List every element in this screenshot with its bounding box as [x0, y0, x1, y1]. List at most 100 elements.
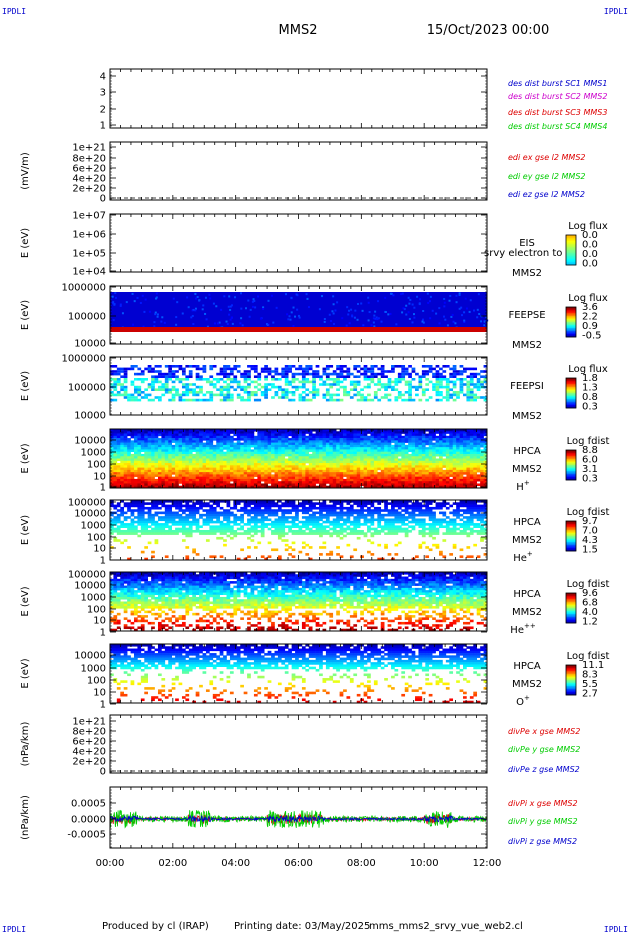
spectrogram-pixel — [120, 467, 125, 471]
spectrogram-pixel — [161, 438, 166, 441]
spectrogram-pixel — [411, 385, 416, 389]
spectrogram-pixel — [175, 370, 179, 373]
spectrogram-pixel — [202, 451, 207, 455]
spectrogram-pixel — [476, 474, 481, 477]
spectrogram-pixel — [325, 393, 330, 397]
spectrogram-pixel — [353, 442, 358, 446]
spectrogram-pixel — [439, 442, 443, 446]
spectrogram-pixel — [367, 431, 371, 434]
spectrogram-pixel — [147, 463, 152, 466]
spectrogram-pixel — [308, 447, 313, 450]
spectrogram-pixel — [473, 429, 478, 432]
spectrogram-pixel — [295, 467, 299, 471]
spectrogram-pixel — [469, 398, 474, 402]
spectrogram-pixel — [199, 460, 203, 464]
spectrogram-pixel — [202, 435, 207, 439]
spectrogram-pixel — [360, 458, 364, 462]
spectrogram-pixel — [367, 460, 371, 464]
spectrogram-pixel — [284, 451, 289, 455]
spectrogram-pixel — [469, 485, 474, 489]
spectrogram-pixel — [157, 433, 162, 437]
spectrogram-pixel — [445, 478, 450, 482]
colorbar-segment — [566, 322, 576, 324]
spectrogram-pixel — [432, 372, 436, 376]
spectrogram-pixel — [284, 367, 289, 371]
spectrogram-pixel — [408, 317, 411, 320]
spectrogram-pixel — [463, 449, 467, 452]
spectrogram-pixel — [123, 449, 128, 452]
spectrogram-pixel — [164, 469, 169, 473]
spectrogram-pixel — [394, 380, 399, 384]
spectrogram-pixel — [120, 433, 125, 437]
spectrogram-pixel — [459, 380, 464, 384]
spectrogram-pixel — [408, 481, 412, 484]
spectrogram-pixel — [147, 511, 152, 515]
spectrogram-pixel — [154, 502, 159, 505]
spectrogram-pixel — [130, 396, 135, 399]
spectrogram-pixel — [425, 481, 430, 484]
spectrogram-pixel — [178, 472, 183, 475]
spectrogram-pixel — [250, 429, 255, 432]
spectrogram-pixel — [476, 438, 481, 441]
spectrogram-pixel — [236, 438, 241, 441]
spectrogram-pixel — [274, 442, 279, 446]
spectrogram-pixel — [346, 435, 351, 439]
spectrogram-pixel — [243, 472, 248, 475]
spectrogram-pixel — [110, 365, 114, 368]
spectrogram-pixel — [155, 296, 158, 299]
spectrogram-pixel — [247, 449, 251, 452]
spectrogram-pixel — [137, 367, 142, 371]
spectrogram-pixel — [188, 451, 193, 455]
spectrogram-pixel — [473, 478, 478, 482]
spectrogram-pixel — [336, 442, 340, 446]
spectrogram-pixel — [260, 440, 265, 443]
spectrogram-pixel — [144, 438, 148, 441]
spectrogram-pixel — [418, 398, 423, 402]
spectrogram-pixel — [151, 500, 155, 503]
spectrogram-pixel — [113, 378, 118, 381]
spectrogram-pixel — [301, 481, 306, 484]
spectrogram-pixel — [284, 481, 289, 484]
spectrogram-pixel — [291, 444, 296, 448]
spectrogram-pixel — [281, 442, 286, 446]
spectrogram-pixel — [288, 458, 292, 462]
spectrogram-pixel — [336, 380, 340, 384]
spectrogram-pixel — [377, 429, 382, 432]
spectrogram-pixel — [319, 485, 323, 489]
spectrogram-pixel — [288, 460, 292, 464]
spectrogram-pixel — [272, 321, 275, 324]
spectrogram-pixel — [360, 483, 364, 487]
spectrogram-pixel — [466, 481, 471, 484]
spectrogram-pixel — [123, 504, 128, 508]
spectrogram-pixel — [271, 431, 275, 434]
spectrogram-pixel — [113, 469, 118, 473]
spectrogram-pixel — [442, 375, 447, 378]
spectrogram-pixel — [315, 444, 320, 448]
spectrogram-pixel — [120, 458, 125, 462]
spectrogram-pixel — [252, 305, 255, 308]
spectrogram-pixel — [363, 476, 368, 480]
spectrogram-pixel — [394, 444, 399, 448]
spectrogram-pixel — [188, 453, 193, 457]
spectrogram-pixel — [353, 485, 358, 489]
spectrogram-pixel — [233, 472, 238, 475]
spectrogram-pixel — [195, 375, 200, 378]
spectrogram-pixel — [469, 388, 474, 391]
spectrogram-pixel — [339, 483, 344, 487]
spectrogram-pixel — [137, 513, 142, 517]
spectrogram-pixel — [463, 485, 467, 489]
spectrogram-pixel — [195, 451, 200, 455]
spectrogram-pixel — [312, 467, 316, 471]
spectrogram-pixel — [140, 447, 145, 450]
spectrogram-pixel — [442, 370, 447, 373]
spectrogram-pixel — [370, 467, 375, 471]
colorbar-tick-label: 1.3 — [582, 383, 598, 394]
spectrogram-pixel — [175, 365, 179, 368]
spectrogram-pixel — [219, 467, 224, 471]
spectrogram-pixel — [439, 398, 443, 402]
spectrogram-pixel — [216, 380, 220, 384]
spectrogram-pixel — [421, 467, 426, 471]
spectrogram-pixel — [202, 442, 207, 446]
spectrogram-pixel — [362, 324, 365, 327]
spectrogram-pixel — [473, 435, 478, 439]
